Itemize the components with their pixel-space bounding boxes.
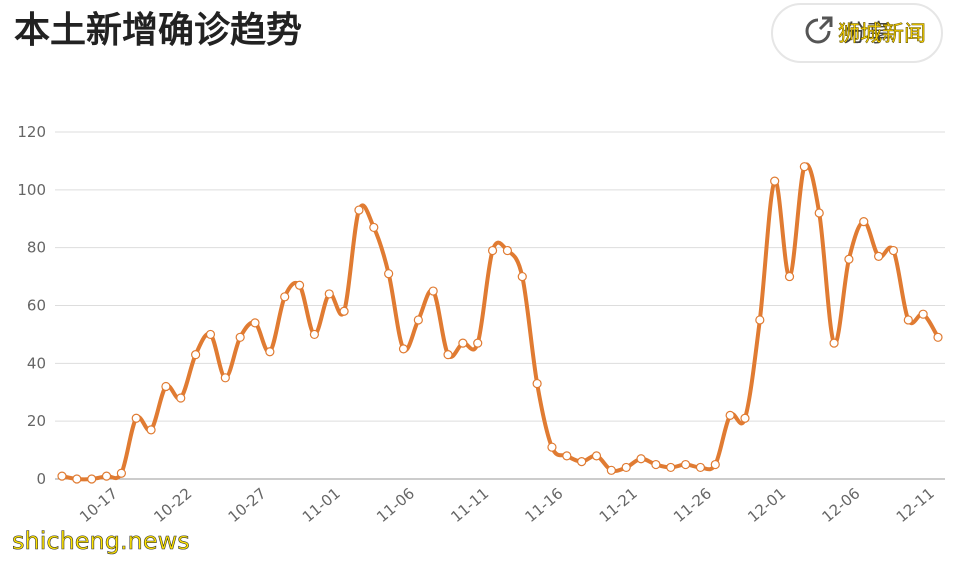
point xyxy=(458,338,468,348)
point xyxy=(799,162,809,172)
point xyxy=(547,442,557,452)
point xyxy=(191,350,201,360)
x-tick-label: 11-01 xyxy=(299,484,344,526)
point xyxy=(176,393,186,403)
point xyxy=(591,451,602,461)
point xyxy=(844,254,854,264)
point xyxy=(502,245,513,256)
point xyxy=(903,315,913,325)
point xyxy=(116,468,126,478)
x-tick-label: 10-17 xyxy=(76,484,121,526)
point xyxy=(220,373,230,383)
y-tick-label: 40 xyxy=(27,354,46,372)
share-icon xyxy=(805,16,833,44)
point xyxy=(755,315,765,325)
point xyxy=(487,245,498,256)
x-tick-label: 11-26 xyxy=(670,484,715,526)
chart-title: 本土新增确诊趋势 xyxy=(14,10,302,51)
point xyxy=(398,344,409,354)
x-tick-label: 10-27 xyxy=(225,484,270,526)
point xyxy=(161,381,171,392)
point xyxy=(250,318,260,328)
point xyxy=(101,471,112,481)
y-tick-label: 100 xyxy=(17,181,46,199)
point xyxy=(339,306,349,316)
point xyxy=(695,462,706,473)
point xyxy=(57,471,67,481)
point xyxy=(294,280,305,290)
point xyxy=(874,251,884,261)
line xyxy=(61,162,940,482)
share-label[interactable]: 分享 xyxy=(843,19,891,47)
point xyxy=(577,457,587,467)
y-tick-label: 60 xyxy=(27,297,46,315)
point xyxy=(829,338,839,348)
point xyxy=(562,451,572,461)
point xyxy=(309,329,320,340)
point xyxy=(146,425,156,435)
x-tick-label: 11-11 xyxy=(447,484,492,526)
point xyxy=(428,286,438,296)
point xyxy=(651,459,661,470)
watermark: shicheng.news xyxy=(12,527,190,555)
x-tick-label: 11-16 xyxy=(522,484,567,526)
y-tick-label: 0 xyxy=(36,470,46,488)
y-tick-label: 20 xyxy=(27,412,46,430)
point xyxy=(265,347,275,357)
point xyxy=(666,462,676,473)
point xyxy=(517,271,527,282)
point xyxy=(235,332,245,342)
x-tick-label: 12-11 xyxy=(893,484,938,526)
y-tick-label: 120 xyxy=(17,123,46,141)
x-tick-label: 12-06 xyxy=(819,484,864,526)
x-tick-label: 10-22 xyxy=(150,484,195,526)
watermark: 狮城新闻 xyxy=(838,22,926,47)
share-button[interactable] xyxy=(771,3,943,63)
point xyxy=(784,271,795,282)
point xyxy=(354,205,364,215)
point xyxy=(87,474,97,484)
point xyxy=(710,459,720,470)
point xyxy=(918,309,928,319)
point xyxy=(324,289,334,299)
point xyxy=(680,459,691,470)
x-tick-label: 11-06 xyxy=(373,484,418,526)
point xyxy=(280,292,290,302)
point xyxy=(725,410,735,420)
y-tick-label: 80 xyxy=(27,239,46,257)
x-tick-label: 11-21 xyxy=(596,484,641,526)
point xyxy=(532,378,542,389)
point xyxy=(369,222,379,233)
point xyxy=(814,208,824,218)
point xyxy=(636,454,646,464)
point xyxy=(443,350,453,360)
x-tick-label: 12-01 xyxy=(744,484,789,526)
point xyxy=(72,474,82,484)
point xyxy=(205,329,216,340)
point xyxy=(131,413,141,423)
point xyxy=(740,413,750,423)
point xyxy=(473,338,483,348)
point xyxy=(384,269,394,279)
point xyxy=(933,332,943,342)
point xyxy=(859,217,869,227)
point xyxy=(621,462,631,473)
point xyxy=(888,245,899,256)
point xyxy=(770,176,780,186)
point xyxy=(413,315,423,325)
point xyxy=(606,465,616,475)
